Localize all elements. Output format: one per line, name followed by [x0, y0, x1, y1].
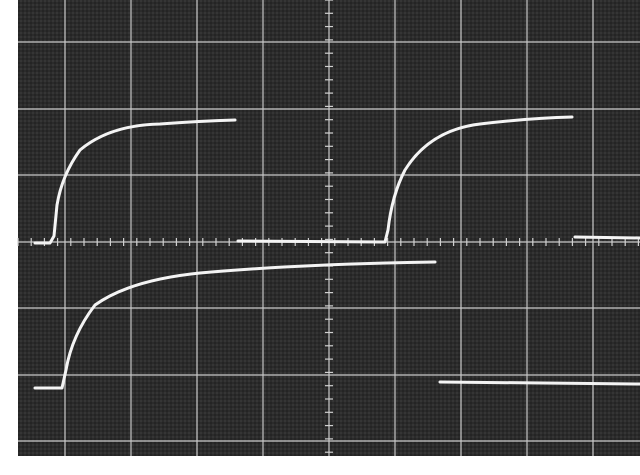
- trace-upper-3: [575, 237, 640, 238]
- oscilloscope-screen: [0, 0, 640, 475]
- body: (() => { const data = JSON.parse(documen…: [0, 0, 640, 475]
- trace-lower-2: [440, 382, 640, 384]
- page: Oscilloscope {} html, body { margin: 0; …: [0, 0, 640, 475]
